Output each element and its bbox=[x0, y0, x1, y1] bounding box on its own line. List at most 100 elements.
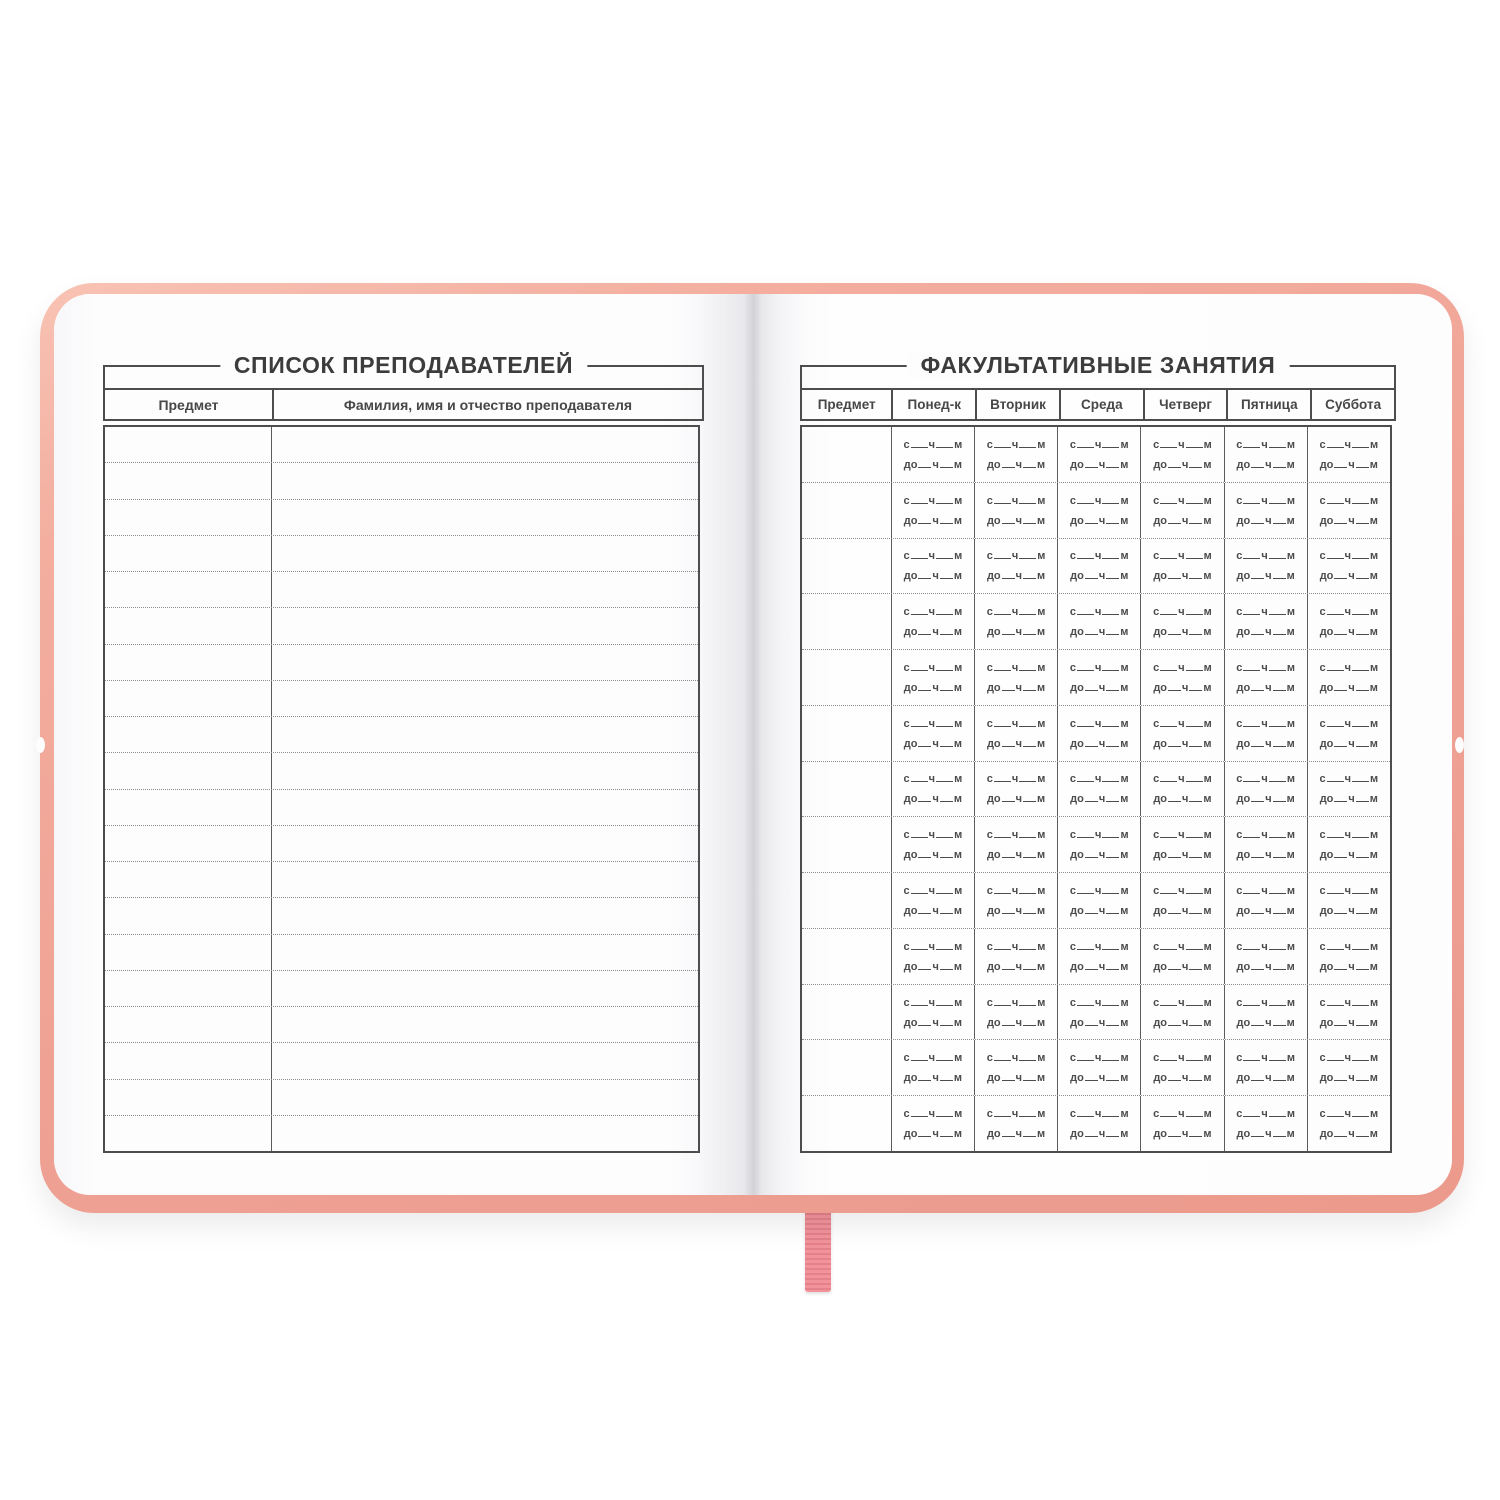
table-row: с ч м до ч м с ч м до ч м с ч м до ч м с ч м до ч м с ч м до ч м с ч м до… bbox=[802, 594, 1390, 651]
table-row bbox=[105, 789, 698, 826]
time-to-line: до ч м bbox=[1070, 1128, 1129, 1141]
blank-line bbox=[939, 904, 953, 914]
table-row bbox=[105, 572, 698, 609]
blank-line bbox=[1077, 828, 1095, 839]
blank-line bbox=[1102, 717, 1120, 727]
blank-line bbox=[1251, 1127, 1265, 1138]
blank-line bbox=[910, 661, 928, 671]
blank-line bbox=[1352, 772, 1369, 783]
blank-line bbox=[1023, 514, 1037, 524]
blank-line bbox=[936, 438, 954, 448]
time-to-line: до ч м bbox=[1153, 626, 1212, 639]
time-to-line: до ч м bbox=[1319, 737, 1378, 750]
teacher-name-cell bbox=[272, 862, 698, 897]
subject-cell bbox=[105, 717, 272, 753]
blank-line bbox=[936, 940, 954, 950]
column-header-day: Вторник bbox=[975, 390, 1059, 419]
blank-line bbox=[1077, 494, 1095, 504]
table-row: с ч м до ч м с ч м до ч м с ч м до ч м с ч м до ч м с ч м до ч м с ч м до… bbox=[802, 1040, 1390, 1097]
table-row bbox=[105, 970, 698, 1007]
blank-line bbox=[1243, 884, 1261, 894]
blank-line bbox=[1326, 1051, 1344, 1062]
time-to-line: до ч м bbox=[1153, 960, 1212, 973]
blank-line bbox=[1355, 904, 1369, 914]
time-to-line: до ч м bbox=[1070, 737, 1129, 750]
time-to-line: до ч м bbox=[1153, 793, 1212, 806]
time-slot-cell: с ч м до ч м bbox=[1140, 817, 1223, 873]
blank-line bbox=[1189, 1127, 1203, 1138]
blank-line bbox=[1102, 884, 1120, 894]
blank-line bbox=[1334, 960, 1348, 970]
blank-line bbox=[1268, 661, 1286, 671]
time-to-line: до ч м bbox=[986, 569, 1046, 583]
blank-line bbox=[1077, 549, 1095, 560]
blank-line bbox=[1251, 737, 1265, 747]
blank-line bbox=[1084, 848, 1098, 859]
time-slot-cell: с ч м до ч м bbox=[1223, 1096, 1307, 1151]
blank-line bbox=[1106, 681, 1120, 691]
blank-line bbox=[1352, 549, 1369, 560]
blank-line bbox=[1001, 1071, 1015, 1082]
table-row: с ч м до ч м с ч м до ч м с ч м до ч м с ч м до ч м с ч м до ч м с ч м до… bbox=[802, 705, 1390, 762]
blank-line bbox=[1168, 960, 1182, 970]
blank-line bbox=[1077, 438, 1095, 448]
blank-line bbox=[1023, 1071, 1037, 1082]
subject-cell bbox=[105, 862, 272, 898]
teacher-name-cell bbox=[272, 427, 698, 462]
time-to-line: до ч м bbox=[986, 514, 1046, 527]
time-slot-cell: с ч м до ч м bbox=[973, 427, 1057, 482]
blank-line bbox=[1102, 494, 1120, 504]
blank-line bbox=[1077, 772, 1095, 783]
time-to-line: до ч м bbox=[986, 458, 1046, 471]
blank-line bbox=[1023, 569, 1037, 580]
blank-line bbox=[1334, 904, 1348, 914]
column-header-teacher-name: Фамилия, имя и отчество преподавателя bbox=[272, 390, 702, 419]
time-slot-cell: с ч м до ч м bbox=[890, 1096, 974, 1151]
teacher-name-cell bbox=[272, 572, 698, 607]
column-header-day: Среда bbox=[1058, 390, 1143, 419]
time-slot-cell: с ч м до ч м bbox=[1057, 594, 1140, 650]
blank-line bbox=[1084, 458, 1098, 468]
electives-table-header: ФАКУЛЬТАТИВНЫЕ ЗАНЯТИЯ Предмет Понед-к Вто… bbox=[800, 352, 1396, 421]
subject-cell bbox=[105, 1115, 272, 1151]
blank-line bbox=[1272, 569, 1286, 580]
blank-line bbox=[936, 772, 954, 783]
table-row bbox=[105, 1115, 698, 1151]
table-row bbox=[105, 427, 698, 464]
table-row bbox=[105, 825, 698, 862]
blank-line bbox=[1355, 458, 1369, 468]
blank-line bbox=[1160, 828, 1178, 839]
table-row: с ч м до ч м с ч м до ч м с ч м до ч м с ч м до ч м с ч м до ч м с ч м до… bbox=[802, 482, 1390, 539]
time-slot-cell: с ч м до ч м bbox=[890, 1040, 974, 1096]
blank-line bbox=[1019, 884, 1037, 894]
blank-line bbox=[1326, 772, 1344, 783]
time-slot-cell: с ч м до ч м bbox=[890, 817, 974, 873]
time-slot-cell: с ч м до ч м bbox=[1223, 928, 1307, 984]
time-to-line: до ч м bbox=[1070, 960, 1129, 973]
time-to-line: до ч м bbox=[1153, 1072, 1212, 1085]
table-row bbox=[105, 934, 698, 971]
blank-line bbox=[1001, 848, 1015, 859]
blank-line bbox=[918, 792, 932, 803]
time-slot-cell: с ч м до ч м bbox=[890, 650, 974, 705]
blank-line bbox=[1084, 904, 1098, 914]
table-row: с ч м до ч м с ч м до ч м с ч м до ч м с ч м до ч м с ч м до ч м с ч м до… bbox=[802, 984, 1390, 1041]
column-header-day: Суббота bbox=[1310, 390, 1394, 419]
time-to-line: до ч м bbox=[1070, 458, 1129, 471]
blank-line bbox=[1084, 514, 1098, 524]
time-to-line: до ч м bbox=[1236, 1072, 1295, 1085]
blank-line bbox=[1102, 940, 1120, 950]
subject-cell bbox=[105, 825, 272, 861]
blank-line bbox=[910, 605, 928, 616]
time-to-line: до ч м bbox=[903, 1128, 962, 1141]
